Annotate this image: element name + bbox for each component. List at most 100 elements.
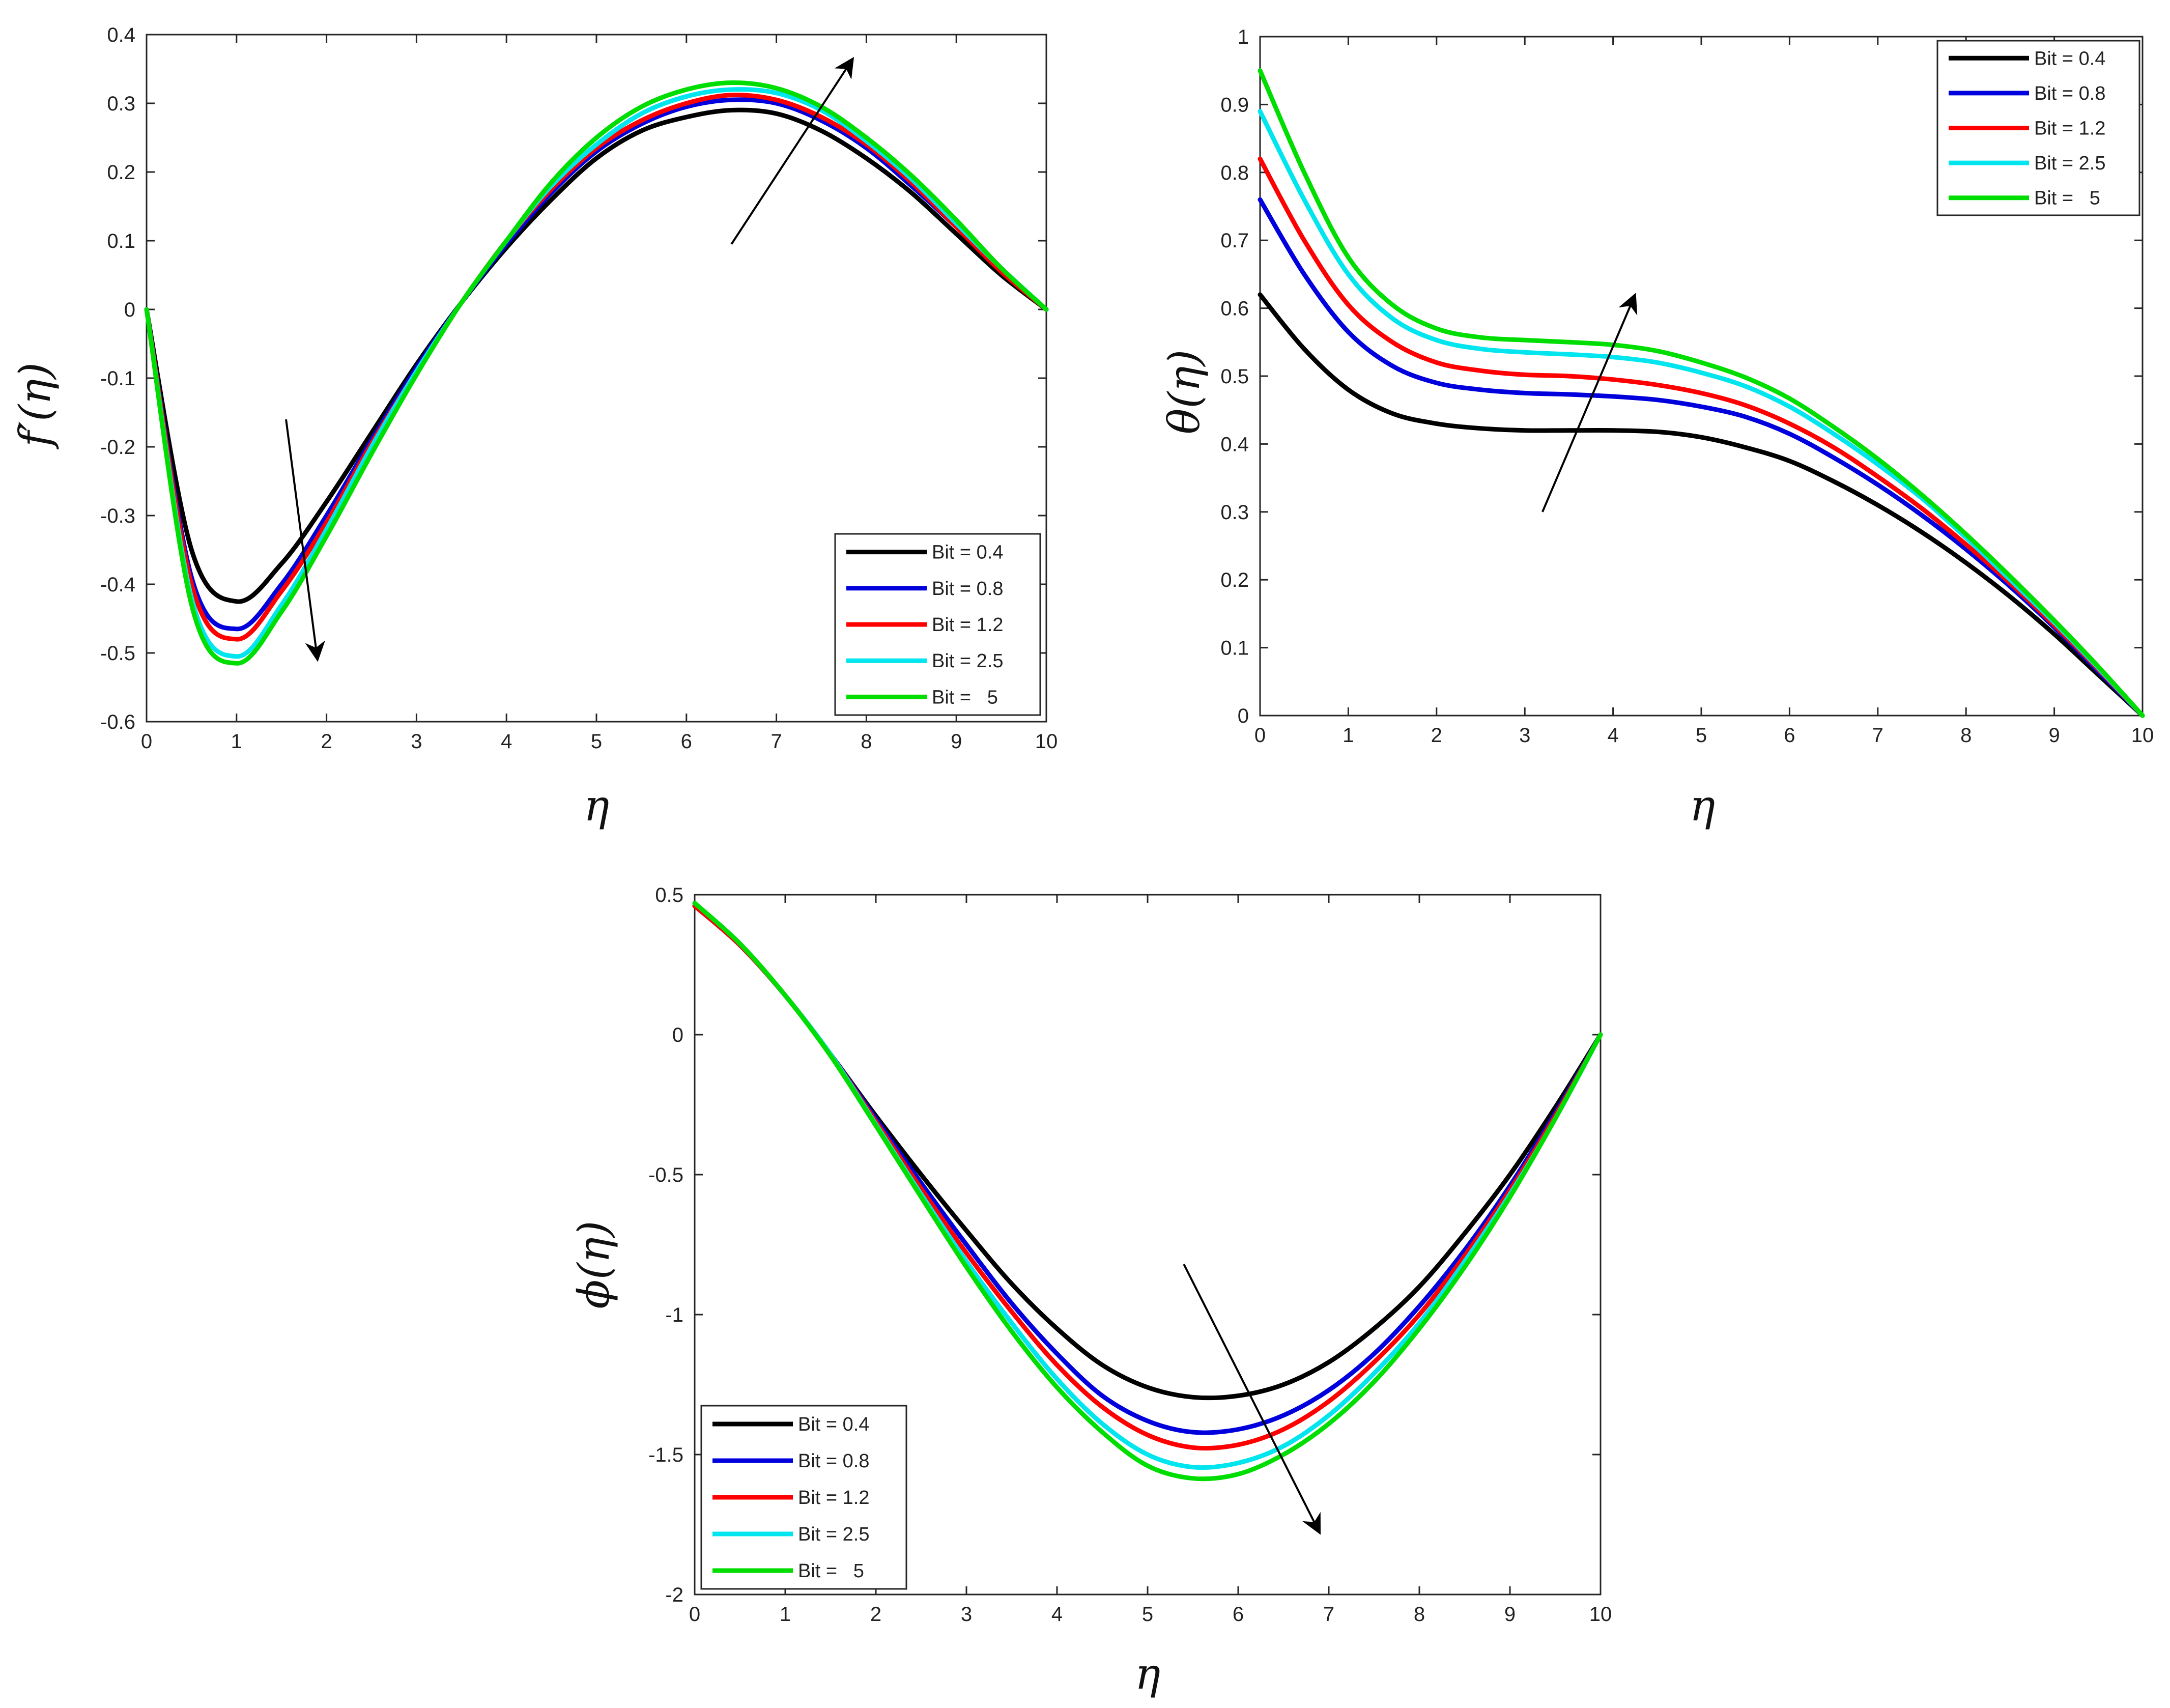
x-tick-label: 5 xyxy=(591,730,602,753)
x-tick-label: 5 xyxy=(1696,724,1707,747)
series-line-4 xyxy=(692,901,1603,1482)
x-tick-label: 0 xyxy=(141,730,152,753)
x-tick-label: 3 xyxy=(961,1603,972,1626)
y-tick-label: 0.1 xyxy=(107,230,135,252)
legend-label-4: Bit = 5 xyxy=(932,687,998,708)
x-tick-label: 1 xyxy=(231,730,242,753)
series-line-0 xyxy=(1258,292,2145,718)
y-tick-label: 0.4 xyxy=(107,24,135,46)
series-line-3 xyxy=(1258,109,2145,718)
y-tick-label: -0.3 xyxy=(100,505,135,527)
y-tick-label: 0.8 xyxy=(1220,162,1249,184)
velocity-chart: 0 1 2 3 4 5 6 7 8 9 10 -0.6 -0.5 -0.4 -0.3 -0.2 -0.1 0 0.1… xyxy=(10,24,1058,831)
legend-label-1: Bit = 0.8 xyxy=(932,578,1003,600)
series-line-2 xyxy=(692,903,1603,1451)
x-tick-label: 3 xyxy=(1519,724,1530,747)
x-tick-label: 9 xyxy=(951,730,962,753)
legend-label-2: Bit = 1.2 xyxy=(932,614,1003,636)
series-line-1 xyxy=(1258,197,2145,718)
x-tick-label: 6 xyxy=(1233,1603,1244,1626)
y-tick-label: 1 xyxy=(1238,26,1249,48)
x-tick-label: 2 xyxy=(321,730,332,753)
x-tick-label: 8 xyxy=(1414,1603,1425,1626)
y-tick-label: -0.2 xyxy=(100,436,135,459)
y-tick-label: 0.4 xyxy=(1220,433,1249,456)
x-tick-label: 9 xyxy=(1504,1603,1516,1626)
x-tick-label: 1 xyxy=(780,1603,791,1626)
x-tick-label: 0 xyxy=(1254,724,1266,747)
x-tick-label: 0 xyxy=(689,1603,700,1626)
x-tick-label: 4 xyxy=(501,730,512,753)
legend-label-0: Bit = 0.4 xyxy=(798,1414,869,1435)
y-tick-label: 0 xyxy=(672,1024,683,1046)
x-axis-label: η xyxy=(1690,781,1715,831)
x-tick-label: 2 xyxy=(1431,724,1442,747)
x-tick-label: 5 xyxy=(1142,1603,1153,1626)
x-tick-label: 3 xyxy=(411,730,422,753)
legend-label-0: Bit = 0.4 xyxy=(2034,48,2105,69)
x-tick-label: 7 xyxy=(1872,724,1883,747)
series-line-1 xyxy=(692,903,1603,1435)
temperature-chart: 0 1 2 3 4 5 6 7 8 9 10 0 0.1 0.2 0.3 0.4 0.5 0.6 0.7 0.8 0.9… xyxy=(1159,26,2154,831)
x-tick-label: 2 xyxy=(870,1603,881,1626)
x-tick-label: 7 xyxy=(770,730,782,753)
y-tick-label: 0.1 xyxy=(1220,637,1249,660)
legend-label-3: Bit = 2.5 xyxy=(2034,153,2105,174)
series-line-3 xyxy=(692,901,1603,1470)
legend-label-4: Bit = 5 xyxy=(798,1560,864,1582)
x-tick-label: 6 xyxy=(1784,724,1795,747)
legend-label-1: Bit = 0.8 xyxy=(2034,83,2105,104)
x-tick-label: 8 xyxy=(1960,724,1972,747)
trend-arrow xyxy=(730,56,854,245)
trend-arrow xyxy=(285,419,326,662)
legend-label-1: Bit = 0.8 xyxy=(798,1450,869,1472)
y-tick-label: 0.3 xyxy=(1220,501,1249,524)
series-line-1 xyxy=(144,97,1049,632)
trend-arrow xyxy=(1183,1264,1321,1535)
x-tick-label: 10 xyxy=(1035,730,1058,753)
y-tick-label: -2 xyxy=(665,1584,683,1606)
series-line-2 xyxy=(1258,156,2145,718)
y-tick-label: -0.4 xyxy=(100,574,135,596)
x-tick-label: 10 xyxy=(2131,724,2154,747)
trend-arrow xyxy=(1541,293,1638,513)
legend-label-4: Bit = 5 xyxy=(2034,188,2100,209)
y-tick-label: -0.5 xyxy=(648,1164,683,1186)
x-tick-label: 1 xyxy=(1343,724,1354,747)
series-line-4 xyxy=(1258,68,2145,718)
y-tick-label: 0.2 xyxy=(107,161,135,184)
y-tick-label: 0.7 xyxy=(1220,230,1249,252)
x-tick-label: 6 xyxy=(681,730,692,753)
y-tick-label: -1.5 xyxy=(648,1444,683,1466)
x-tick-label: 4 xyxy=(1051,1603,1063,1626)
y-tick-label: 0 xyxy=(1238,705,1249,727)
series-line-0 xyxy=(692,903,1603,1401)
y-tick-label: -0.1 xyxy=(100,367,135,390)
legend-label-0: Bit = 0.4 xyxy=(932,542,1003,563)
x-tick-label: 7 xyxy=(1323,1603,1334,1626)
x-axis-label: η xyxy=(1135,1649,1160,1699)
y-tick-label: 0.5 xyxy=(1220,365,1249,388)
y-axis-label: θ(η) xyxy=(1159,350,1209,434)
legend-label-3: Bit = 2.5 xyxy=(798,1524,869,1545)
series-line-4 xyxy=(144,80,1049,666)
y-tick-label: -0.5 xyxy=(100,642,135,665)
y-tick-label: 0.6 xyxy=(1220,298,1249,320)
y-tick-label: 0.5 xyxy=(655,884,683,906)
series-line-0 xyxy=(144,107,1049,604)
y-tick-label: -1 xyxy=(665,1304,683,1326)
x-tick-label: 9 xyxy=(2048,724,2060,747)
legend-label-2: Bit = 1.2 xyxy=(798,1487,869,1508)
y-axis-label: f′(η) xyxy=(10,362,60,450)
x-tick-label: 4 xyxy=(1607,724,1618,747)
x-axis-label: η xyxy=(584,781,609,831)
y-tick-label: 0.2 xyxy=(1220,569,1249,591)
y-tick-label: 0.9 xyxy=(1220,94,1249,116)
legend-label-2: Bit = 1.2 xyxy=(2034,118,2105,139)
legend-label-3: Bit = 2.5 xyxy=(932,650,1003,672)
y-tick-label: 0.3 xyxy=(107,93,135,115)
y-axis-label: ϕ(η) xyxy=(569,1220,619,1308)
y-tick-label: 0 xyxy=(124,299,135,321)
x-tick-label: 10 xyxy=(1589,1603,1612,1626)
